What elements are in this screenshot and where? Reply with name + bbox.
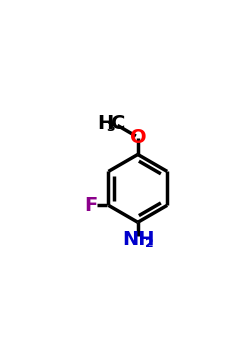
Text: F: F — [84, 196, 98, 215]
Text: C: C — [111, 114, 126, 133]
Text: 2: 2 — [145, 237, 154, 250]
Text: NH: NH — [122, 230, 155, 249]
Text: O: O — [130, 127, 147, 147]
Text: 3: 3 — [106, 121, 114, 134]
Text: H: H — [98, 114, 114, 133]
